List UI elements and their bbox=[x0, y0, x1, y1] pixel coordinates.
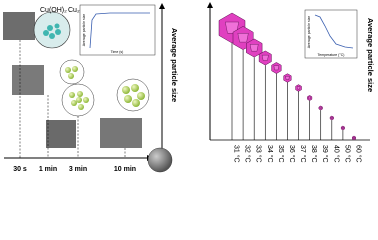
temperature-label: 36 °C bbox=[288, 145, 296, 163]
temperature-label: 34 °C bbox=[266, 145, 274, 163]
temperature-label: 60 °C bbox=[355, 145, 363, 163]
time-label: 1 min bbox=[39, 166, 57, 173]
polyhedron-face bbox=[237, 33, 249, 43]
temperature-label: 31 °C bbox=[233, 145, 241, 163]
left-panel: Cu(OH)₂ Cu₂O Time (s) Average particle s… bbox=[3, 3, 179, 173]
time-label: 10 min bbox=[114, 166, 136, 173]
temperature-label: 32 °C bbox=[244, 145, 252, 163]
temperature-label: 37 °C bbox=[299, 145, 307, 163]
inset-x-label: Temperature (°C) bbox=[318, 53, 345, 57]
micrograph bbox=[100, 118, 142, 148]
y-axis-label: Average particle size bbox=[170, 28, 179, 102]
temperature-label: 33 °C bbox=[255, 145, 263, 163]
y-axis-label: Average particle size bbox=[366, 18, 375, 92]
polyhedron-face bbox=[308, 96, 312, 100]
time-label: 30 s bbox=[13, 166, 27, 173]
figure: Cu(OH)₂ Cu₂O Time (s) Average particle s… bbox=[3, 2, 375, 173]
polyhedron-face bbox=[319, 106, 322, 109]
micrograph bbox=[3, 12, 35, 40]
polyhedron-face bbox=[296, 86, 301, 90]
temperature-label: 38 °C bbox=[310, 145, 318, 163]
inset-chart bbox=[304, 9, 358, 59]
micrograph bbox=[46, 120, 76, 148]
right-panel: Average particle size Temperature (°C) A… bbox=[207, 2, 375, 163]
temperature-label: 35 °C bbox=[277, 145, 285, 163]
polyhedron-face bbox=[341, 126, 345, 129]
temperature-label: 40 °C bbox=[332, 145, 340, 163]
phase-label: Cu₂O bbox=[68, 7, 86, 14]
temperature-label: 50 °C bbox=[343, 145, 351, 163]
inset-curve bbox=[314, 14, 354, 49]
inset-curve bbox=[89, 12, 150, 49]
inset-y-label: Average particle size bbox=[82, 14, 86, 46]
polyhedron-face bbox=[249, 44, 259, 52]
polyhedron-face bbox=[352, 136, 356, 139]
polyhedron-face bbox=[273, 65, 280, 71]
inset-x-label: Time (s) bbox=[111, 50, 124, 54]
polyhedron-face bbox=[330, 116, 333, 119]
inset-y-label: Average particle size bbox=[307, 16, 311, 48]
time-label: 3 min bbox=[69, 166, 87, 173]
phase-label: Cu(OH)₂ bbox=[40, 7, 67, 14]
temperature-label: 39 °C bbox=[321, 145, 329, 163]
polyhedron-face bbox=[261, 54, 269, 61]
final-particle bbox=[147, 147, 173, 173]
polyhedron-face bbox=[285, 76, 290, 80]
micrograph bbox=[12, 65, 44, 95]
